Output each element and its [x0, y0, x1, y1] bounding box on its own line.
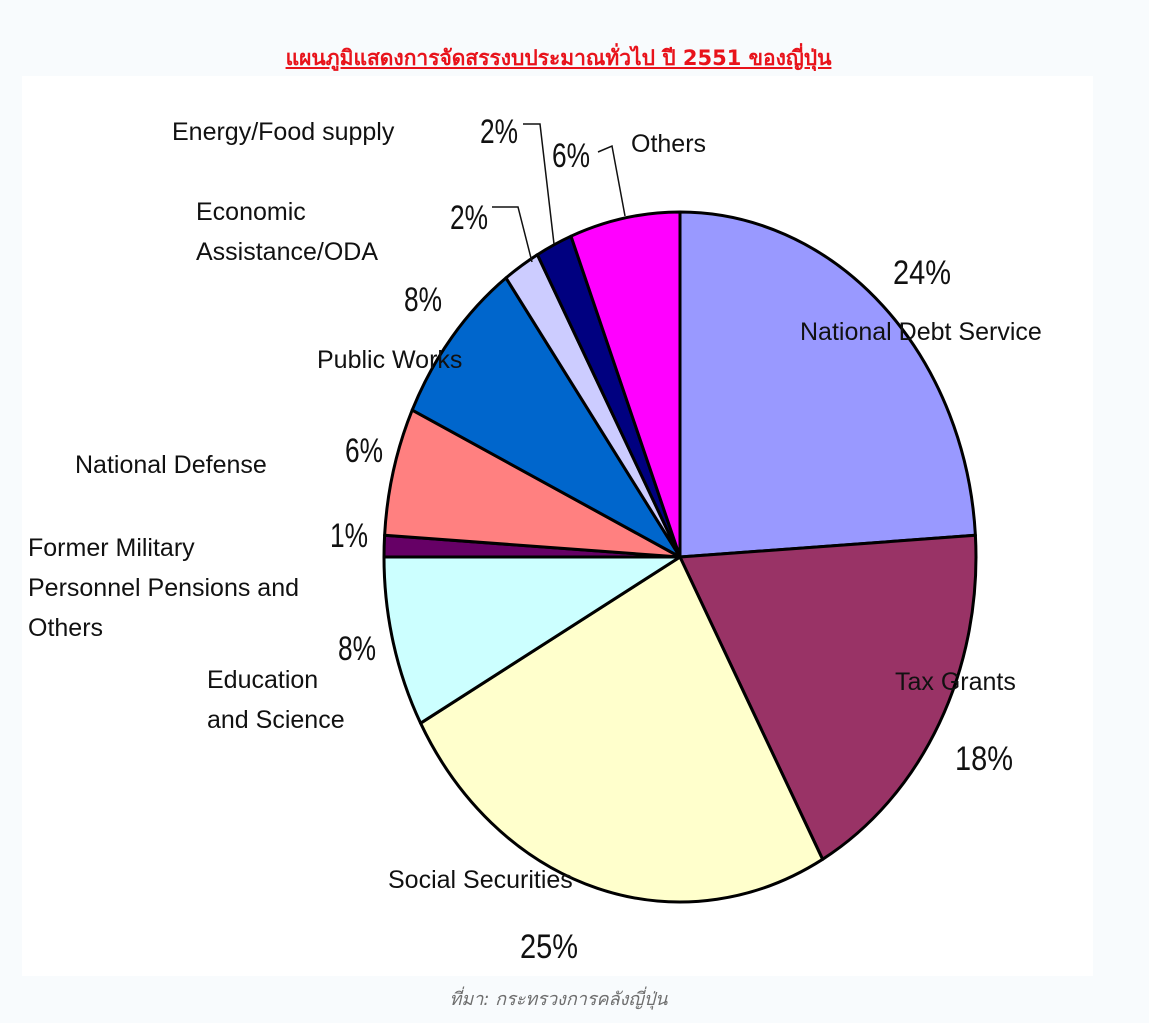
category-label-former-military-personnel-pensions-and-others: Former Military Personnel Pensions and Oth…	[28, 534, 299, 642]
pie-slice-public-works	[410, 276, 682, 559]
category-label-energy-food-supply: Energy/Food supply	[172, 118, 395, 146]
source-note: ที่มา: กระทรวงการคลังญี่ปุ่น	[449, 989, 668, 1010]
percent-label-public-works: 8%	[404, 281, 442, 319]
percent-label-energy-food-supply: 2%	[480, 113, 518, 151]
category-label-economic-assistance-oda: Economic Assistance/ODA	[196, 198, 378, 266]
percent-label-education-and-science: 8%	[338, 630, 376, 668]
category-label-education-and-science: Education and Science	[207, 666, 345, 734]
category-label-tax-grants: Tax Grants	[895, 668, 1016, 696]
pie-slice-national-defense	[383, 408, 682, 559]
leader-line-energy-food-supply	[523, 123, 555, 245]
percent-label-others: 6%	[552, 137, 590, 175]
pie-slice-social-securities	[419, 555, 825, 904]
pie-slice-education-and-science	[382, 555, 682, 725]
percent-label-tax-grants: 18%	[955, 740, 1013, 778]
leader-line-others	[597, 144, 626, 217]
percent-label-former-military-personnel-pensions-and-others: 1%	[330, 517, 368, 555]
chart-title: แผนภูมิแสดงการจัดสรรงบประมาณทั่วไป ปี 25…	[285, 46, 832, 70]
category-label-others: Others	[631, 130, 706, 158]
category-label-public-works: Public Works	[317, 346, 462, 374]
percent-label-social-securities: 25%	[520, 928, 578, 966]
pie-slice-national-debt-service	[678, 210, 977, 559]
leader-line-economic-assistance	[492, 206, 533, 263]
category-label-national-defense: National Defense	[75, 451, 267, 479]
percent-label-national-defense: 6%	[345, 432, 383, 470]
percent-label-national-debt-service: 24%	[893, 254, 951, 292]
category-label-national-debt-service: National Debt Service	[800, 318, 1042, 346]
pie-slice-tax-grants	[678, 533, 978, 861]
percent-label-economic-assistance-oda: 2%	[450, 199, 488, 237]
pie-slice-others	[569, 210, 682, 559]
category-label-social-securities: Social Securities	[388, 866, 573, 894]
